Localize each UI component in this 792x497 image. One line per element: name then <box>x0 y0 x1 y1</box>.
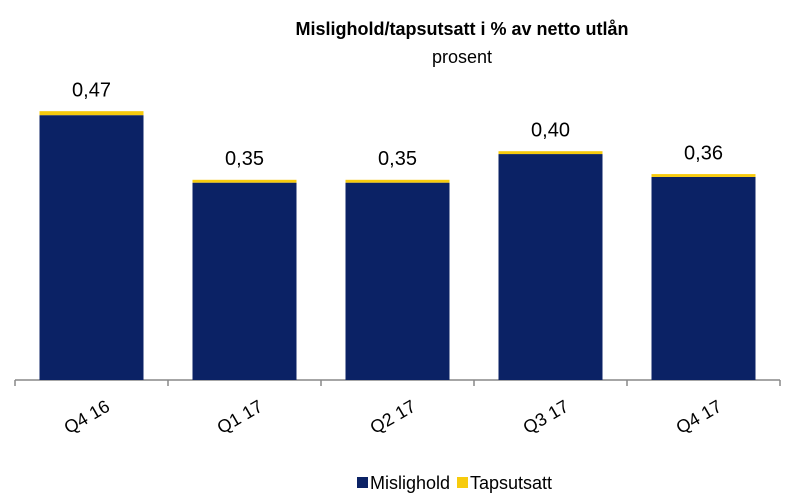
chart-title: Mislighold/tapsutsatt i % av netto utlån <box>295 19 628 39</box>
bar-segment <box>345 179 450 183</box>
total-label: 0,40 <box>531 119 570 141</box>
x-tick-label: Q1 17 <box>214 396 266 438</box>
x-tick-label: Q4 17 <box>673 396 725 438</box>
legend-swatch <box>357 477 368 488</box>
bar-segment <box>39 115 144 380</box>
legend-label: Tapsutsatt <box>470 473 552 493</box>
total-label: 0,36 <box>684 142 723 164</box>
bar-segment <box>498 151 603 155</box>
chart-subtitle: prosent <box>432 47 492 67</box>
total-label: 0,35 <box>378 148 417 170</box>
total-label: 0,47 <box>72 79 111 101</box>
x-tick-label: Q3 17 <box>520 396 572 438</box>
x-tick-label: Q2 17 <box>367 396 419 438</box>
legend-swatch <box>457 477 468 488</box>
bar-segment <box>39 111 144 116</box>
bar-segment <box>651 174 756 177</box>
total-label: 0,35 <box>225 148 264 170</box>
x-tick-label: Q4 16 <box>61 396 113 438</box>
legend-label: Mislighold <box>370 473 450 493</box>
bar-segment <box>651 176 756 380</box>
bar-segment <box>192 179 297 183</box>
bar-segment <box>192 182 297 380</box>
bar-segment <box>345 182 450 380</box>
bar-segment <box>498 154 603 380</box>
